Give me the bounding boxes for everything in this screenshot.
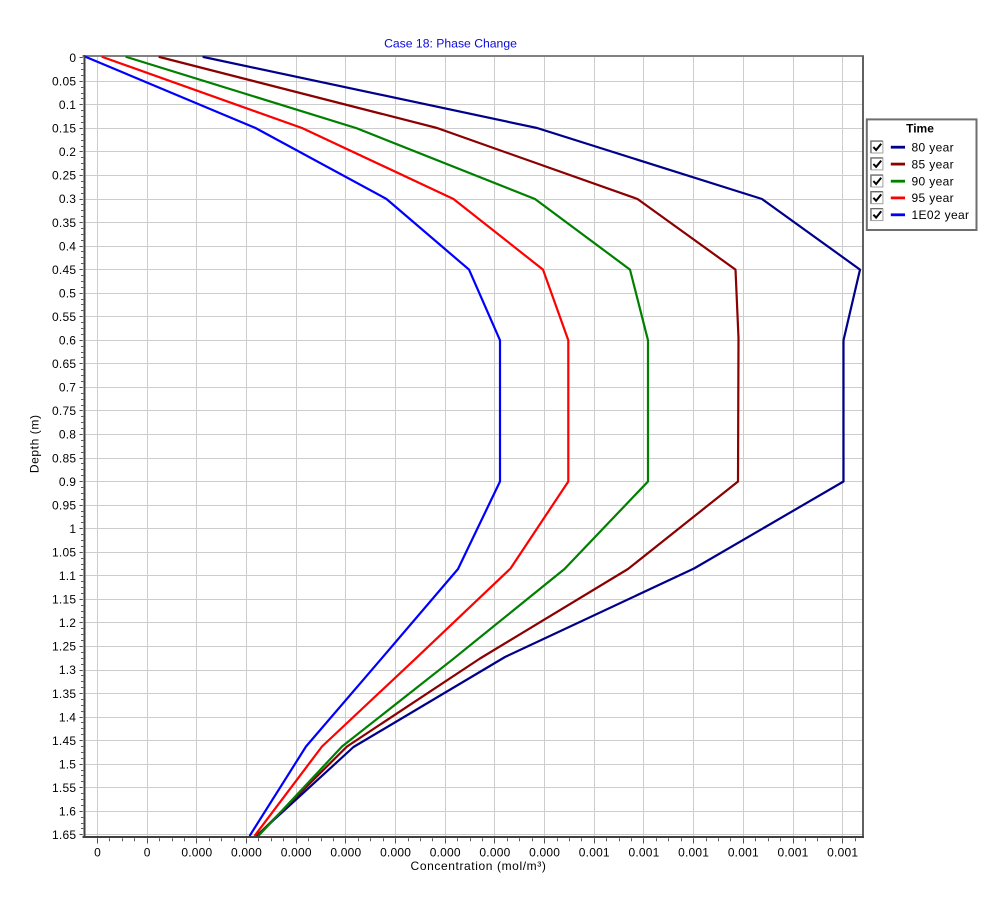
svg-text:0.000: 0.000 xyxy=(231,846,262,860)
svg-text:0.001: 0.001 xyxy=(678,846,709,860)
svg-text:0.000: 0.000 xyxy=(281,846,312,860)
svg-text:0.001: 0.001 xyxy=(827,846,858,860)
svg-text:0: 0 xyxy=(94,846,101,860)
svg-text:1.5: 1.5 xyxy=(59,757,76,771)
svg-text:Case 18: Phase Change: Case 18: Phase Change xyxy=(384,36,517,50)
svg-text:0.8: 0.8 xyxy=(59,428,76,442)
svg-text:0.9: 0.9 xyxy=(59,475,76,489)
svg-text:0.001: 0.001 xyxy=(628,846,659,860)
svg-text:0: 0 xyxy=(144,846,151,860)
svg-text:1.2: 1.2 xyxy=(59,616,76,630)
svg-text:Time: Time xyxy=(906,122,934,136)
svg-text:1.55: 1.55 xyxy=(52,781,76,795)
svg-text:0.5: 0.5 xyxy=(59,286,76,300)
svg-text:95 year: 95 year xyxy=(912,191,954,205)
svg-text:1.1: 1.1 xyxy=(59,569,76,583)
svg-text:0.7: 0.7 xyxy=(59,381,76,395)
svg-text:0.05: 0.05 xyxy=(52,74,76,88)
svg-text:1.05: 1.05 xyxy=(52,545,76,559)
svg-text:0.001: 0.001 xyxy=(728,846,759,860)
svg-text:0.65: 0.65 xyxy=(52,357,76,371)
svg-text:0.1: 0.1 xyxy=(59,98,76,112)
svg-text:0.000: 0.000 xyxy=(430,846,461,860)
svg-text:0.2: 0.2 xyxy=(59,145,76,159)
svg-text:1.4: 1.4 xyxy=(59,710,76,724)
svg-text:0.001: 0.001 xyxy=(778,846,809,860)
svg-text:0.4: 0.4 xyxy=(59,239,76,253)
svg-text:1.3: 1.3 xyxy=(59,663,76,677)
svg-text:0.85: 0.85 xyxy=(52,451,76,465)
svg-text:0.001: 0.001 xyxy=(579,846,610,860)
svg-text:90 year: 90 year xyxy=(912,174,954,188)
svg-text:85 year: 85 year xyxy=(912,157,954,171)
svg-text:0.45: 0.45 xyxy=(52,263,76,277)
svg-text:1.25: 1.25 xyxy=(52,640,76,654)
svg-text:0.75: 0.75 xyxy=(52,404,76,418)
svg-text:0.6: 0.6 xyxy=(59,334,76,348)
svg-text:0.15: 0.15 xyxy=(52,122,76,136)
svg-text:1.35: 1.35 xyxy=(52,687,76,701)
svg-text:0.000: 0.000 xyxy=(181,846,212,860)
svg-text:0.3: 0.3 xyxy=(59,192,76,206)
svg-text:0.000: 0.000 xyxy=(479,846,510,860)
svg-text:80 year: 80 year xyxy=(912,140,954,154)
svg-text:0: 0 xyxy=(69,51,76,65)
svg-text:1.45: 1.45 xyxy=(52,734,76,748)
svg-text:1E02 year: 1E02 year xyxy=(912,208,970,222)
svg-text:Concentration (mol/m³): Concentration (mol/m³) xyxy=(411,859,547,873)
svg-text:0.55: 0.55 xyxy=(52,310,76,324)
svg-text:0.000: 0.000 xyxy=(330,846,361,860)
svg-text:0.000: 0.000 xyxy=(380,846,411,860)
svg-text:0.25: 0.25 xyxy=(52,169,76,183)
svg-text:1.15: 1.15 xyxy=(52,593,76,607)
svg-text:0.35: 0.35 xyxy=(52,216,76,230)
svg-text:Depth (m): Depth (m) xyxy=(27,414,41,473)
svg-text:0.95: 0.95 xyxy=(52,498,76,512)
svg-text:0.000: 0.000 xyxy=(529,846,560,860)
svg-text:1: 1 xyxy=(69,522,76,536)
svg-text:1.65: 1.65 xyxy=(52,828,76,842)
svg-text:1.6: 1.6 xyxy=(59,805,76,819)
